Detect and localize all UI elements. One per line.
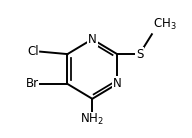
Text: S: S bbox=[136, 48, 143, 61]
Text: Cl: Cl bbox=[27, 45, 39, 58]
Text: CH$_3$: CH$_3$ bbox=[153, 17, 177, 32]
Text: NH$_2$: NH$_2$ bbox=[80, 112, 104, 127]
Text: N: N bbox=[88, 33, 97, 46]
Text: Br: Br bbox=[26, 77, 39, 90]
Text: N: N bbox=[113, 77, 122, 90]
